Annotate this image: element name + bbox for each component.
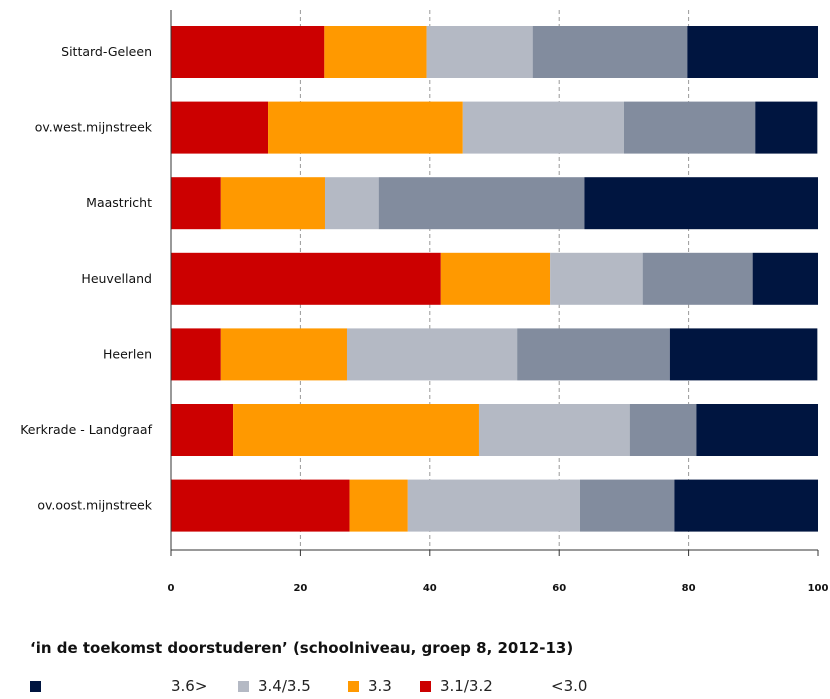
bar-segment [426, 26, 533, 78]
axes [170, 10, 819, 556]
bar-segment [550, 252, 643, 305]
bar-segment [517, 328, 670, 381]
category-label: Kerkrade - Landgraaf [20, 422, 152, 437]
legend-label: 3.1/3.2 [440, 677, 493, 695]
bars [171, 26, 818, 532]
x-tick-label: 100 [808, 583, 829, 594]
bar-segment [532, 26, 688, 78]
legend: 3.6> 3.4/3.5 3.3 3.1/3.2 <3.0 [0, 676, 830, 696]
bar-segment [478, 404, 630, 456]
legend-label: 3.3 [368, 677, 392, 695]
bar-segment [462, 101, 624, 154]
legend-label: <3.0 [551, 677, 588, 695]
bar-segment [584, 177, 818, 230]
bar-segment [674, 479, 818, 532]
bar-segment [324, 26, 427, 78]
x-tick-label: 20 [293, 583, 307, 594]
bar-segment [696, 404, 818, 456]
x-tick-label: 0 [168, 583, 175, 594]
legend-swatch [420, 680, 431, 692]
bar-segment [669, 328, 818, 381]
category-label: Heuvelland [81, 271, 152, 286]
legend-item: <3.0 [531, 676, 587, 696]
bar-segment [171, 101, 269, 154]
legend-item [30, 676, 50, 696]
category-label: Heerlen [103, 346, 152, 361]
x-tick-label: 60 [552, 583, 566, 594]
bar-segment [623, 101, 756, 154]
bar-segment [171, 26, 325, 78]
legend-swatch [238, 680, 249, 692]
x-tick-labels: 0 20 40 60 80 100 [168, 583, 829, 594]
bar-segment [171, 177, 221, 230]
bar-segment [268, 101, 463, 154]
legend-swatch [30, 680, 41, 692]
category-label: Sittard-Geleen [61, 44, 152, 59]
chart-title: ‘in de toekomst doorstuderen’ (schoolniv… [30, 639, 574, 657]
x-tick-label: 80 [682, 583, 696, 594]
legend-label: 3.6> [171, 677, 208, 695]
bar-segment [755, 101, 818, 154]
bar-segment [407, 479, 580, 532]
legend-swatch [531, 681, 542, 692]
bar-segment [346, 328, 518, 381]
bar-segment [171, 328, 221, 381]
bar-segment [171, 479, 350, 532]
legend-swatch [348, 680, 359, 692]
bar-segment [220, 177, 325, 230]
bar-segment [171, 252, 441, 305]
bar-segment [642, 252, 753, 305]
category-labels: Sittard-Geleen ov.west.mijnstreek Maastric… [20, 44, 153, 513]
category-label: ov.oost.mijnstreek [37, 498, 152, 513]
bar-segment [324, 177, 379, 230]
bar-segment [378, 177, 585, 230]
bar-segment [220, 328, 347, 381]
legend-item: 3.3 [348, 676, 392, 696]
category-label: Maastricht [86, 195, 152, 210]
bar-segment [440, 252, 551, 305]
x-tick-label: 40 [423, 583, 437, 594]
bar-segment [233, 404, 479, 456]
legend-item: 3.6> [150, 676, 207, 696]
legend-item: 3.4/3.5 [238, 676, 311, 696]
bar-segment [687, 26, 818, 78]
legend-label: 3.4/3.5 [258, 677, 311, 695]
bar-segment [629, 404, 697, 456]
bar-segment [171, 404, 234, 456]
legend-item: 3.1/3.2 [420, 676, 493, 696]
bar-segment [579, 479, 675, 532]
bar-segment [752, 252, 818, 305]
category-label: ov.west.mijnstreek [35, 120, 153, 135]
bar-segment [349, 479, 408, 532]
stacked-bar-chart: Sittard-Geleen ov.west.mijnstreek Maastric… [20, 10, 829, 594]
